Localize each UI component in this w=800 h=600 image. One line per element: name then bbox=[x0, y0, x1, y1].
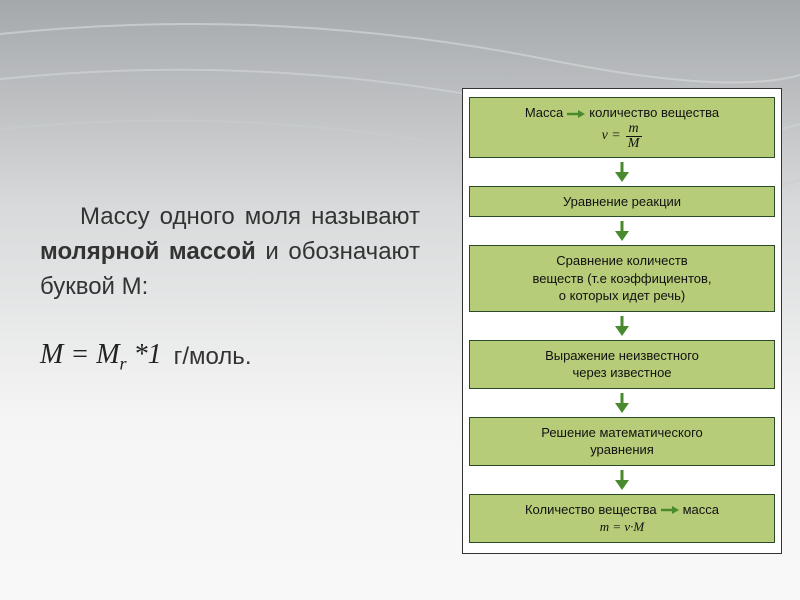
flow-node: Выражение неизвестногочерез известное bbox=[469, 340, 775, 389]
para-part1: Массу одного моля называют bbox=[80, 203, 420, 230]
flow-arrow bbox=[469, 470, 775, 490]
para-bold: молярной массой bbox=[40, 238, 256, 265]
left-text-block: Массу одного моля называют молярной масс… bbox=[40, 200, 420, 375]
definition-paragraph: Массу одного моля называют молярной масс… bbox=[40, 200, 420, 304]
flow-arrow bbox=[469, 316, 775, 336]
flow-arrow bbox=[469, 221, 775, 241]
flow-node: Сравнение количестввеществ (т.е коэффици… bbox=[469, 245, 775, 312]
flow-arrow bbox=[469, 393, 775, 413]
flow-node: Уравнение реакции bbox=[469, 186, 775, 218]
flow-arrow bbox=[469, 162, 775, 182]
flow-node: Массаколичество веществаν =mM bbox=[469, 97, 775, 158]
flow-node: Количество веществамассаm = ν·M bbox=[469, 494, 775, 543]
flow-node: Решение математическогоуравнения bbox=[469, 417, 775, 466]
formula-unit: г/моль. bbox=[174, 343, 252, 371]
molar-mass-formula: M = Mr *1 bbox=[40, 339, 162, 375]
formula-row: M = Mr *1 г/моль. bbox=[40, 339, 420, 375]
algorithm-flowchart: Массаколичество веществаν =mM Уравнение р… bbox=[462, 88, 782, 554]
